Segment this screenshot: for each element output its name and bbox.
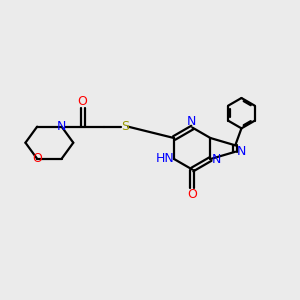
Text: O: O [188, 188, 197, 200]
Text: HN: HN [155, 152, 174, 165]
Text: N: N [212, 152, 222, 166]
Text: S: S [121, 120, 129, 133]
Text: N: N [57, 120, 66, 133]
Text: O: O [78, 95, 88, 108]
Text: N: N [187, 115, 196, 128]
Text: N: N [237, 145, 246, 158]
Text: O: O [32, 152, 42, 165]
